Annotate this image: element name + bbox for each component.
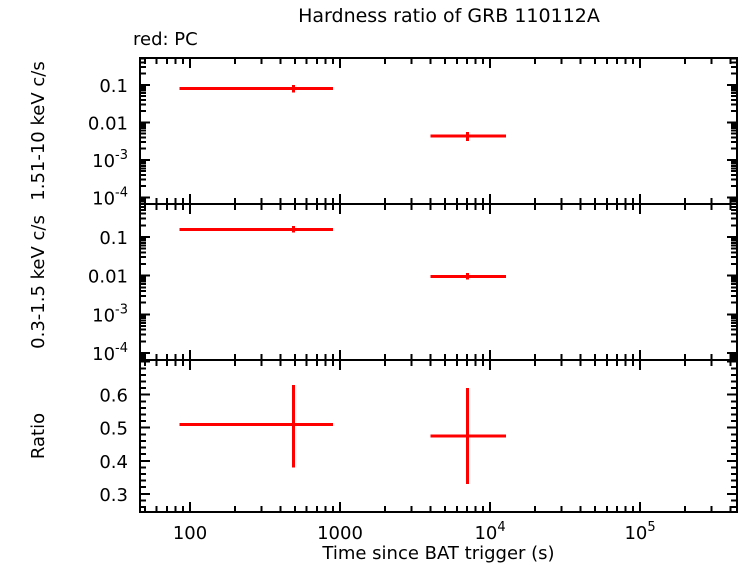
x-tick-label: 104 [474,520,505,544]
x-axis-title: Time since BAT trigger (s) [321,543,554,564]
y-tick-label: 10-4 [92,185,128,209]
panel-hard-band-frame [139,57,738,205]
panel-ratio-frame [139,359,738,513]
y-tick-label: 0.5 [99,419,128,440]
x-tick-label: 105 [624,520,655,544]
y-tick-label: 0.3 [99,485,128,506]
y-tick-label: 0.01 [88,267,128,288]
plot-title: Hardness ratio of GRB 110112A [298,5,600,27]
x-tick-label: 1000 [317,523,363,544]
y-tick-label: 0.01 [88,113,128,134]
y-tick-label: 0.1 [99,76,128,97]
mode-label: red: PC [133,29,198,50]
y-tick-label: 0.4 [99,452,128,473]
y-tick-label: 0.1 [99,228,128,249]
y-axis-title-hard-band: 1.51-10 keV c/s [28,61,49,200]
y-axis-title-ratio: Ratio [28,413,49,459]
y-tick-label: 10-3 [92,148,128,172]
x-tick-label: 100 [173,523,207,544]
y-tick-label: 0.6 [99,386,128,407]
y-tick-label: 10-3 [92,302,128,326]
y-tick-label: 10-4 [92,341,128,365]
panel-soft-band-frame [139,203,738,361]
y-axis-title-soft-band: 0.3-1.5 keV c/s [28,215,49,349]
